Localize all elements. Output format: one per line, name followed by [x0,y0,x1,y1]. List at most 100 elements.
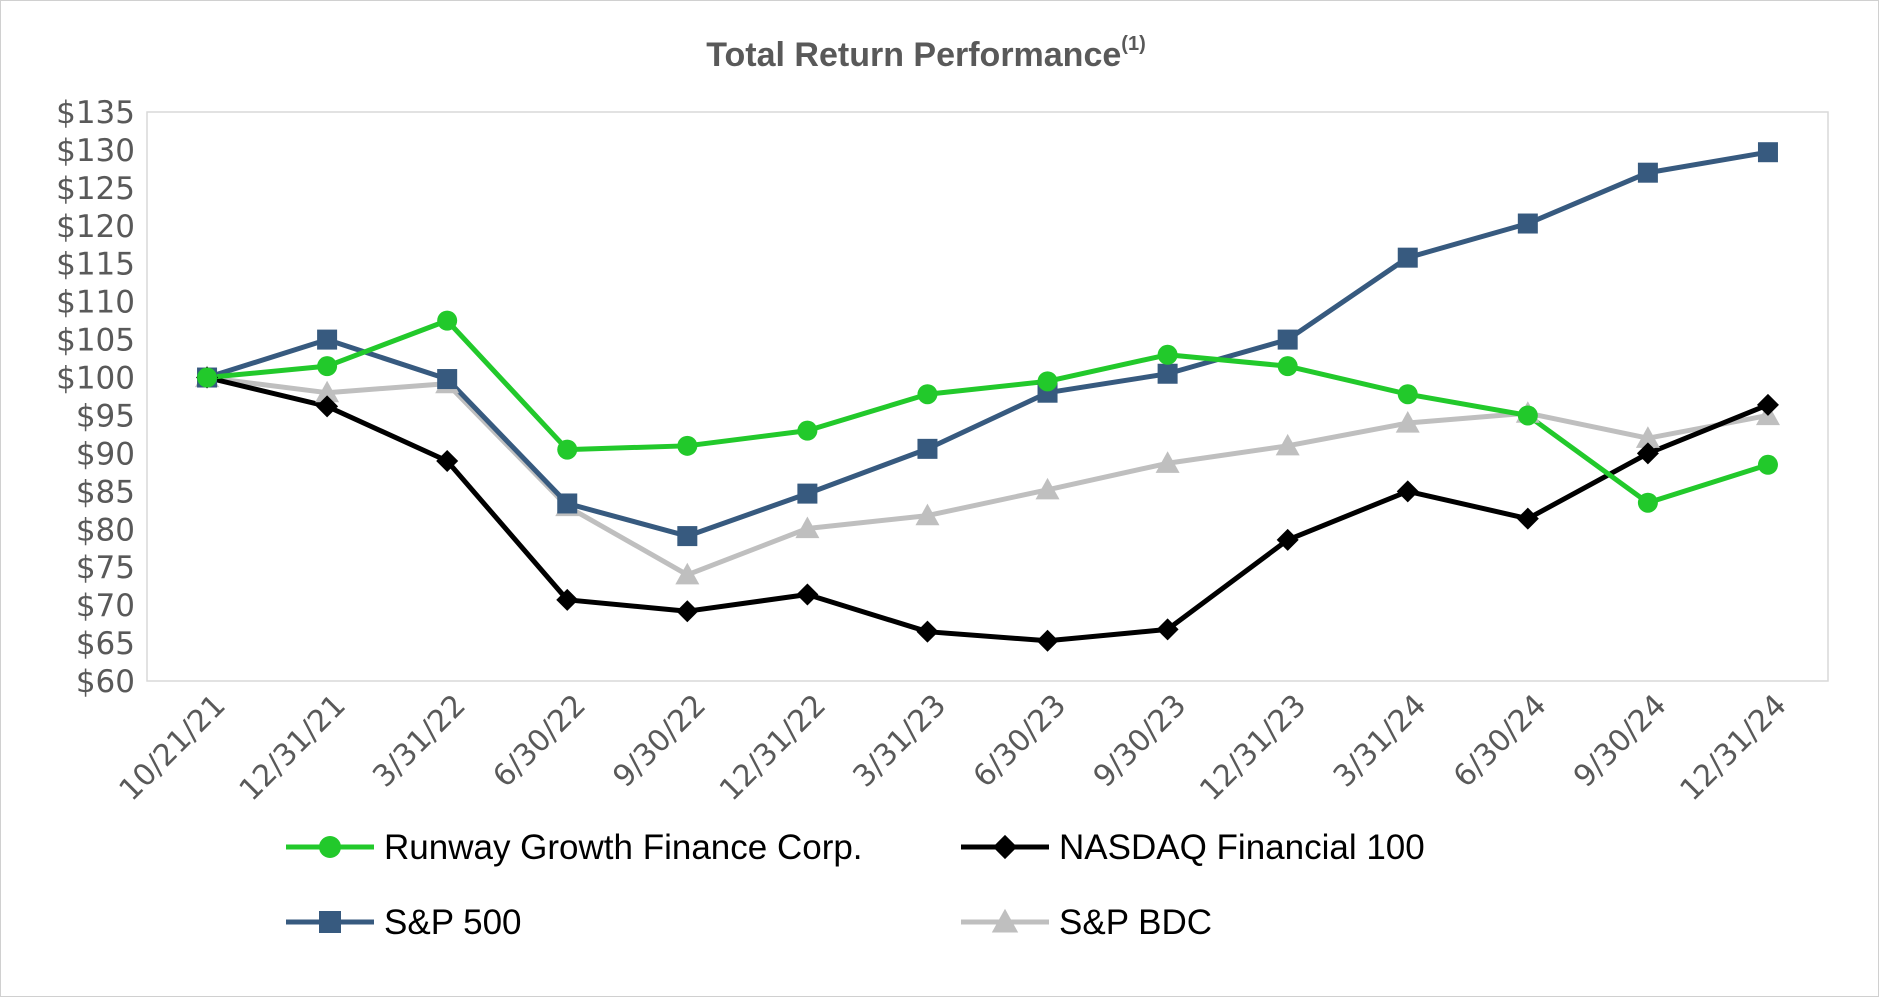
x-tick-label: 3/31/22 [366,688,473,795]
x-tick-label: 6/30/23 [967,688,1074,795]
x-tick-label: 12/31/24 [1674,688,1794,808]
data-point-s-p-500 [1157,363,1178,384]
data-point-nasdaq-financial-100 [1636,442,1659,465]
data-point-runway-growth-finance-corp [1397,384,1418,405]
legend-marker [319,911,341,933]
data-point-s-p-500 [317,329,338,350]
series-lines [206,149,1769,644]
series-line-s-p-500 [206,149,1769,539]
data-point-s-p-500 [557,493,578,514]
x-tick-label: 3/31/24 [1327,688,1434,795]
y-tick-label: $130 [56,133,135,169]
data-point-s-p-500 [1637,162,1658,183]
plot-area [146,111,1829,682]
data-point-s-p-500 [1397,247,1418,268]
y-tick-label: $90 [76,436,135,472]
legend-marker [319,836,341,858]
data-point-s-p-bdc [1395,411,1420,433]
series-markers [195,142,1780,652]
data-point-nasdaq-financial-100 [796,583,819,606]
chart-title: Total Return Performance(1) [706,33,1145,74]
data-point-s-p-bdc [315,380,340,403]
data-point-runway-growth-finance-corp [1277,356,1298,377]
data-point-s-p-500 [797,483,818,504]
x-axis-ticks: 10/21/21 12/31/21 3/31/22 6/30/22 9/30/22 12/… [113,688,1794,808]
data-point-s-p-bdc [1275,433,1300,456]
y-tick-label: $120 [56,209,135,245]
data-point-nasdaq-financial-100 [1396,480,1419,503]
legend: Runway Growth Finance Corp. NASDAQ Financ… [286,828,1425,942]
y-tick-label: $80 [76,512,135,548]
legend-label: NASDAQ Financial 100 [1059,828,1425,867]
series-line-runway-growth-finance-corp [206,318,1769,506]
data-point-nasdaq-financial-100 [316,395,339,418]
data-point-runway-growth-finance-corp [557,439,578,460]
data-point-s-p-500 [1757,142,1778,163]
data-point-runway-growth-finance-corp [797,420,818,441]
x-tick-label: 9/30/24 [1567,688,1674,795]
chart-title-main: Total Return Performance [706,36,1121,74]
x-tick-label: 12/31/21 [233,688,353,808]
data-point-nasdaq-financial-100 [1036,629,1059,652]
data-point-s-p-500 [437,369,458,390]
y-tick-label: $70 [76,588,135,624]
data-point-nasdaq-financial-100 [436,449,459,472]
data-point-nasdaq-financial-100 [676,600,699,623]
data-point-nasdaq-financial-100 [1756,393,1779,416]
data-point-nasdaq-financial-100 [916,620,939,643]
y-tick-label: $75 [76,550,135,586]
y-tick-label: $65 [76,626,135,662]
legend-item-s-p-bdc: S&P BDC [961,903,1212,942]
series-line-s-p-bdc [206,375,1769,578]
legend-item-nasdaq-financial-100: NASDAQ Financial 100 [961,828,1425,867]
data-point-s-p-500 [677,526,698,547]
data-point-nasdaq-financial-100 [556,588,579,611]
y-tick-label: $110 [56,285,135,321]
data-point-s-p-bdc [915,503,940,526]
data-point-s-p-500 [1277,329,1298,350]
data-point-runway-growth-finance-corp [917,384,938,405]
y-tick-label: $95 [76,398,135,434]
data-point-s-p-bdc [1155,451,1180,473]
legend-marker [991,908,1019,933]
series-line-nasdaq-financial-100 [206,375,1769,644]
data-point-s-p-bdc [795,516,820,539]
data-point-s-p-bdc [1035,477,1060,500]
x-tick-label: 12/31/22 [713,688,833,808]
data-point-nasdaq-financial-100 [1516,507,1539,530]
data-point-s-p-500 [917,438,938,459]
data-point-runway-growth-finance-corp [317,356,338,377]
x-tick-label: 9/30/22 [606,688,713,795]
chart-title-superscript: (1) [1121,33,1145,55]
x-tick-label: 9/30/23 [1087,688,1194,795]
x-tick-label: 12/31/23 [1193,688,1313,808]
data-point-runway-growth-finance-corp [1637,492,1658,513]
legend-label: S&P 500 [384,903,522,942]
data-point-s-p-500 [1517,213,1538,234]
y-tick-label: $125 [56,171,135,207]
x-tick-label: 6/30/22 [486,688,593,795]
legend-label: S&P BDC [1059,903,1212,942]
data-point-runway-growth-finance-corp [677,435,698,456]
data-point-s-p-bdc [675,562,700,585]
y-tick-label: $60 [76,664,135,700]
y-tick-label: $100 [56,361,135,397]
legend-marker [992,834,1018,860]
legend-item-s-p-500: S&P 500 [286,903,522,942]
data-point-runway-growth-finance-corp [1157,344,1178,365]
y-tick-label: $115 [56,247,135,283]
data-point-nasdaq-financial-100 [1276,528,1299,551]
y-tick-label: $105 [56,323,135,359]
x-tick-label: 6/30/24 [1447,688,1554,795]
legend-label: Runway Growth Finance Corp. [384,828,863,867]
data-point-runway-growth-finance-corp [197,367,218,388]
legend-item-runway-growth-finance-corp: Runway Growth Finance Corp. [286,828,863,867]
data-point-runway-growth-finance-corp [437,310,458,331]
data-point-nasdaq-financial-100 [1156,618,1179,641]
y-axis-ticks: $60$65$70$75$80$85$90$95$100$105$110$115… [56,95,135,700]
data-point-runway-growth-finance-corp [1517,405,1538,426]
x-tick-label: 10/21/21 [113,688,233,808]
y-tick-label: $135 [56,95,135,131]
